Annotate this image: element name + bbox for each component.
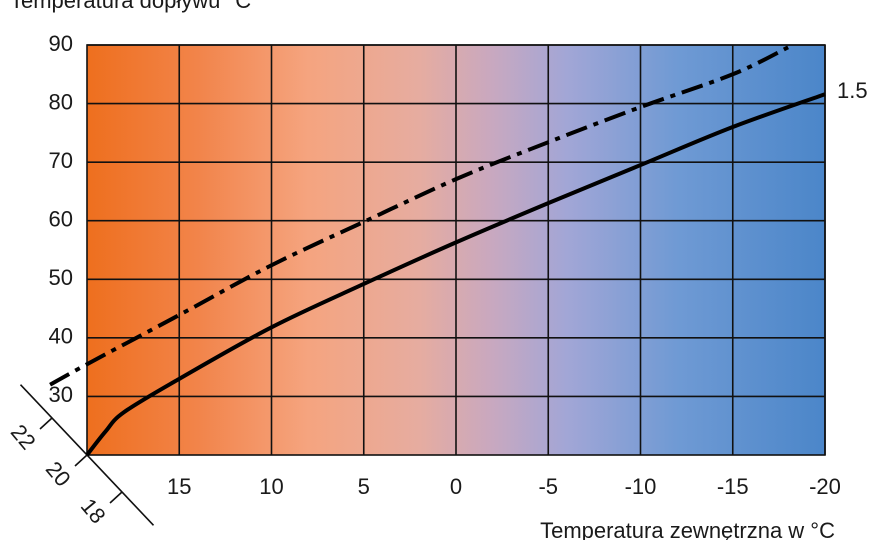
- y-tick-label: 90: [49, 31, 73, 56]
- y-tick-label: 30: [49, 382, 73, 407]
- x-tick-label: 5: [358, 474, 370, 499]
- x-tick-label: -10: [625, 474, 657, 499]
- y-tick-label: 50: [49, 265, 73, 290]
- room-tick-label: 18: [76, 494, 111, 529]
- chart-title: Temperatura dopływu °C: [10, 0, 251, 13]
- series-label: 1.5: [837, 78, 868, 103]
- room-tick: [74, 454, 88, 467]
- room-tick-label: 20: [41, 457, 76, 492]
- room-tick-label: 22: [6, 420, 41, 455]
- y-tick-label: 70: [49, 148, 73, 173]
- x-tick-label: -20: [809, 474, 841, 499]
- x-tick-label: 10: [259, 474, 283, 499]
- series-line: [49, 45, 789, 387]
- x-tick-label: -5: [538, 474, 558, 499]
- y-tick-label: 80: [49, 89, 73, 114]
- y-tick-label: 40: [49, 324, 73, 349]
- series-line: [85, 92, 826, 457]
- room-tick: [39, 417, 53, 430]
- y-tick-label: 60: [49, 207, 73, 232]
- x-tick-label: 0: [450, 474, 462, 499]
- room-tick: [109, 491, 123, 504]
- x-tick-label: -15: [717, 474, 749, 499]
- x-tick-label: 15: [167, 474, 191, 499]
- x-axis-label: Temperatura zewnętrzna w °C: [540, 518, 835, 540]
